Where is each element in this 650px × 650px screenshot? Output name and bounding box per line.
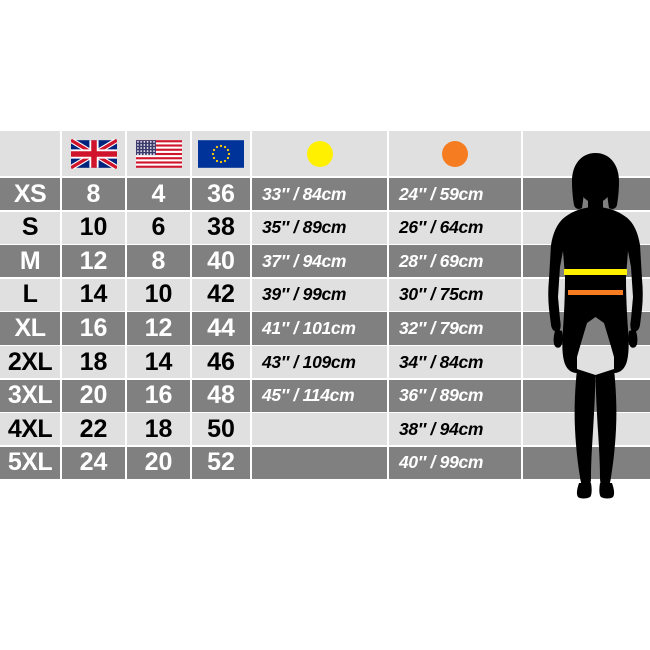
cell-waist-xs: 24″ / 59cm <box>389 178 521 211</box>
cell-us-s: 6 <box>127 211 190 244</box>
cell-bust-s: 35″ / 89cm <box>252 211 387 244</box>
header-cell-waist <box>389 131 521 176</box>
cell-us-4xl: 18 <box>127 413 190 446</box>
cell-size-xs: XS <box>0 178 60 211</box>
cell-us-xs: 4 <box>127 178 190 211</box>
cell-size-5xl: 5XL <box>0 446 60 479</box>
bust-measure-line <box>564 269 627 275</box>
cell-size-2xl: 2XL <box>0 346 60 379</box>
cell-uk-2xl: 18 <box>62 346 125 379</box>
cell-waist-4xl: 38″ / 94cm <box>389 413 521 446</box>
cell-waist-5xl: 40″ / 99cm <box>389 446 521 479</box>
cell-size-l: L <box>0 278 60 311</box>
cell-bust-3xl: 45″ / 114cm <box>252 379 387 412</box>
cell-waist-xl: 32″ / 79cm <box>389 312 521 345</box>
cell-bust-xl: 41″ / 101cm <box>252 312 387 345</box>
header-cell-uk <box>62 131 125 176</box>
cell-uk-5xl: 24 <box>62 446 125 479</box>
header-cell-us <box>127 131 190 176</box>
cell-bust-4xl <box>252 413 387 446</box>
cell-bust-2xl: 43″ / 109cm <box>252 346 387 379</box>
cell-size-xl: XL <box>0 312 60 345</box>
cell-waist-l: 30″ / 75cm <box>389 278 521 311</box>
cell-waist-s: 26″ / 64cm <box>389 211 521 244</box>
figure-column <box>523 131 650 499</box>
uk-flag-icon <box>70 138 117 169</box>
cell-waist-m: 28″ / 69cm <box>389 245 521 278</box>
cell-eu-m: 40 <box>192 245 250 278</box>
cell-eu-3xl: 48 <box>192 379 250 412</box>
cell-waist-2xl: 34″ / 84cm <box>389 346 521 379</box>
eu-flag-icon <box>198 139 244 168</box>
cell-eu-2xl: 46 <box>192 346 250 379</box>
cell-size-m: M <box>0 245 60 278</box>
cell-size-4xl: 4XL <box>0 413 60 446</box>
yellow-dot-icon <box>306 140 333 167</box>
cell-eu-l: 42 <box>192 278 250 311</box>
cell-us-2xl: 14 <box>127 346 190 379</box>
cell-uk-xl: 16 <box>62 312 125 345</box>
cell-bust-xs: 33″ / 84cm <box>252 178 387 211</box>
header-cell-bust <box>252 131 387 176</box>
cell-us-xl: 12 <box>127 312 190 345</box>
cell-us-5xl: 20 <box>127 446 190 479</box>
cell-bust-m: 37″ / 94cm <box>252 245 387 278</box>
cell-eu-xs: 36 <box>192 178 250 211</box>
cell-uk-s: 10 <box>62 211 125 244</box>
cell-eu-xl: 44 <box>192 312 250 345</box>
cell-bust-l: 39″ / 99cm <box>252 278 387 311</box>
cell-eu-s: 38 <box>192 211 250 244</box>
cell-us-m: 8 <box>127 245 190 278</box>
cell-uk-4xl: 22 <box>62 413 125 446</box>
cell-uk-m: 12 <box>62 245 125 278</box>
cell-uk-xs: 8 <box>62 178 125 211</box>
header-cell-eu <box>192 131 250 176</box>
size-chart: XS 8 4 36 33″ / 84cm 24″ / 59cm S 10 6 38 35″ / 89… <box>0 131 650 499</box>
cell-size-3xl: 3XL <box>0 379 60 412</box>
cell-waist-3xl: 36″ / 89cm <box>389 379 521 412</box>
cell-uk-3xl: 20 <box>62 379 125 412</box>
cell-eu-5xl: 52 <box>192 446 250 479</box>
header-cell-size <box>0 131 60 176</box>
female-figure-icon <box>548 153 643 499</box>
waist-measure-line <box>568 290 623 295</box>
cell-us-l: 10 <box>127 278 190 311</box>
us-flag-icon <box>135 139 182 168</box>
cell-bust-5xl <box>252 446 387 479</box>
cell-uk-l: 14 <box>62 278 125 311</box>
cell-us-3xl: 16 <box>127 379 190 412</box>
orange-dot-icon <box>442 140 468 167</box>
cell-size-s: S <box>0 211 60 244</box>
cell-eu-4xl: 50 <box>192 413 250 446</box>
